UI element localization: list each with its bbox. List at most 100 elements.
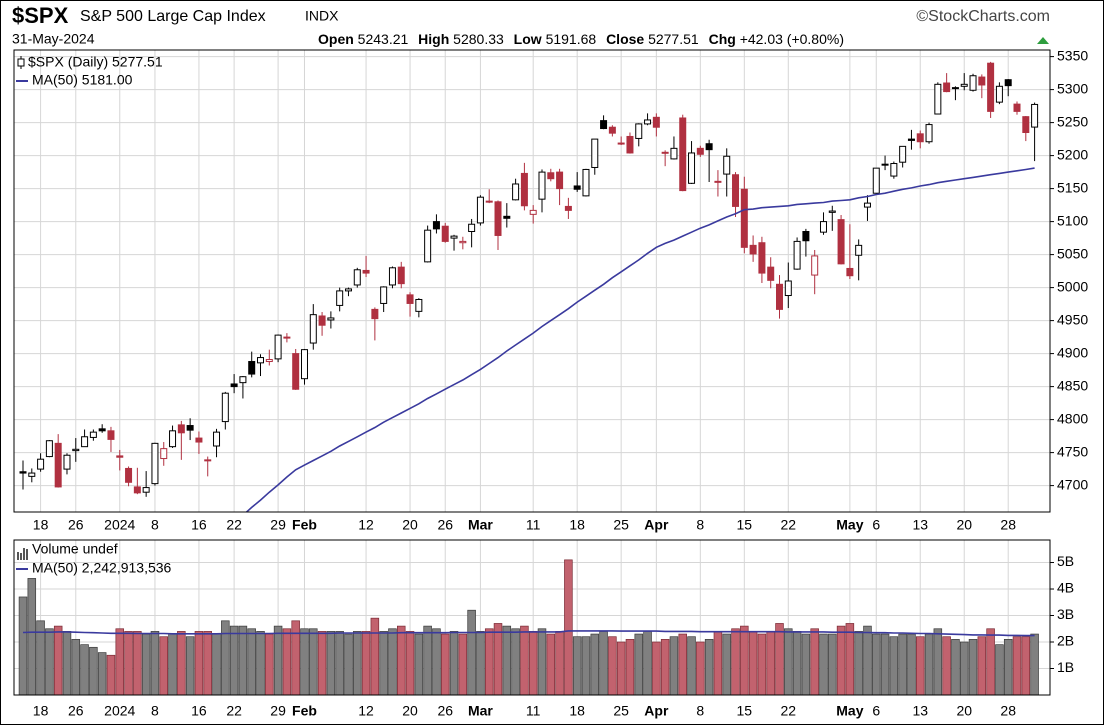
candle-body <box>547 172 555 180</box>
volume-bar <box>265 633 274 695</box>
candle-body <box>767 266 775 281</box>
candle-body <box>98 428 106 432</box>
x-tick-label: 8 <box>696 703 704 719</box>
candle-body <box>406 294 414 304</box>
candle-body <box>960 83 968 87</box>
candle-body <box>142 487 150 493</box>
candle-body <box>468 223 476 233</box>
x-tick-label: 26 <box>68 517 84 533</box>
change-arrow <box>1037 37 1049 44</box>
source: ©StockCharts.com <box>916 8 1050 25</box>
symbol: $SPX <box>12 3 69 28</box>
y-tick-label: 4750 <box>1057 443 1088 459</box>
candle-body <box>723 155 731 175</box>
volume-bar <box>757 633 767 695</box>
open-value: 5243.21 <box>358 31 409 47</box>
x-tick-label: Mar <box>468 703 493 719</box>
candle-body <box>951 87 959 90</box>
candle-body <box>520 172 528 207</box>
candle-body <box>177 424 185 434</box>
volume-bar <box>203 631 212 695</box>
candle-body <box>125 467 133 483</box>
x-tick-label: May <box>836 703 863 719</box>
x-tick-label: 12 <box>358 517 374 533</box>
candle-body <box>327 317 335 321</box>
y-tick-label: 2B <box>1057 633 1074 649</box>
candle-body <box>1031 103 1039 128</box>
volume-bar <box>915 636 925 695</box>
candle-body <box>274 334 282 360</box>
volume-bar <box>1003 639 1013 695</box>
candle-body <box>195 437 203 443</box>
volume-bar <box>766 631 775 695</box>
x-tick-label: 25 <box>613 517 629 533</box>
candle-body <box>714 180 722 183</box>
volume-bar <box>212 633 221 695</box>
volume-bar <box>669 636 679 695</box>
y-tick-label: 4850 <box>1057 377 1088 393</box>
candle-body <box>1013 103 1021 112</box>
candle-body <box>318 315 326 326</box>
y-tick-label: 5350 <box>1057 47 1088 63</box>
legend-icon <box>17 58 25 67</box>
volume-bar <box>238 625 248 695</box>
x-tick-label: 20 <box>956 703 972 719</box>
volume-bar <box>792 631 802 695</box>
volume-bar <box>775 623 784 695</box>
candle-body <box>969 75 977 91</box>
candle-body <box>19 471 27 474</box>
volume-bar <box>845 623 855 695</box>
volume-bar <box>141 633 151 695</box>
volume-bar <box>696 641 705 695</box>
x-tick-label: 29 <box>270 703 286 719</box>
volume-bar <box>740 625 749 695</box>
low-value: 5191.68 <box>546 31 597 47</box>
volume-bar <box>704 639 714 695</box>
x-tick-label: 28 <box>1000 517 1016 533</box>
volume-bar <box>616 641 626 695</box>
volume-bar <box>467 609 476 695</box>
legend-icon <box>17 552 19 560</box>
candle-body <box>344 288 352 292</box>
volume-bar <box>634 633 644 695</box>
x-tick-label: 15 <box>737 517 753 533</box>
candle-body <box>696 147 704 155</box>
candle-body <box>740 188 748 248</box>
volume-bar <box>643 631 652 695</box>
candle-body <box>670 147 678 160</box>
candle-body <box>626 135 634 154</box>
volume-bar <box>177 631 186 695</box>
volume-bar <box>344 633 353 695</box>
chg-value: +42.03 <box>740 31 783 47</box>
volume-bar <box>828 633 837 695</box>
candle-body <box>169 430 177 448</box>
candle-body <box>221 392 229 423</box>
chg-percent: (+0.80%) <box>787 31 844 47</box>
candle-body <box>855 244 863 256</box>
volume-bar <box>537 628 547 695</box>
volume-bar <box>546 633 556 695</box>
volume-bar <box>608 636 617 695</box>
candle-body <box>257 357 265 364</box>
candle-body <box>239 376 247 384</box>
candle-body <box>28 472 36 477</box>
x-tick-label: 2024 <box>104 703 135 719</box>
volume-bar <box>572 636 582 695</box>
candle-body <box>776 283 784 310</box>
volume-bar <box>995 644 1004 695</box>
candle-body <box>81 436 89 448</box>
x-tick-label: 28 <box>1000 703 1016 719</box>
y-tick-label: 5150 <box>1057 179 1088 195</box>
volume-bar <box>53 625 63 695</box>
y-tick-label: 5050 <box>1057 245 1088 261</box>
candle-body <box>793 240 801 270</box>
volume-bar <box>370 617 380 695</box>
candle-body <box>397 266 405 285</box>
volume-bar <box>1012 636 1022 695</box>
x-tick-label: 25 <box>613 703 629 719</box>
candle-body <box>784 280 792 297</box>
low-label: Low <box>514 31 542 47</box>
candle-body <box>503 215 511 219</box>
volume-bar <box>660 639 670 695</box>
